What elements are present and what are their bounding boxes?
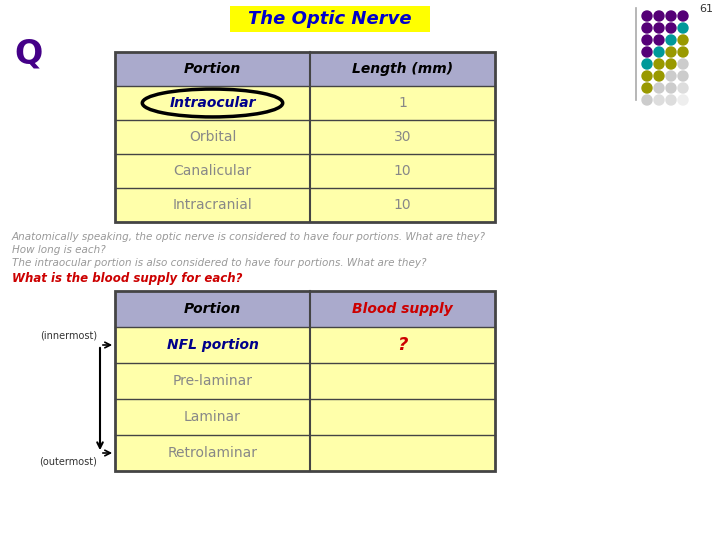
Bar	[115, 52, 495, 86]
Text: Pre-laminar: Pre-laminar	[173, 374, 253, 388]
Circle shape	[678, 95, 688, 105]
Circle shape	[678, 83, 688, 93]
Circle shape	[642, 47, 652, 57]
Bar	[115, 291, 495, 471]
Circle shape	[642, 83, 652, 93]
Circle shape	[654, 35, 664, 45]
Circle shape	[654, 11, 664, 21]
Text: Anatomically speaking, the optic nerve is considered to have four portions. What: Anatomically speaking, the optic nerve i…	[12, 232, 486, 242]
Text: 1: 1	[398, 96, 407, 110]
Circle shape	[666, 23, 676, 33]
Bar	[115, 327, 495, 363]
Circle shape	[666, 71, 676, 81]
Text: How long is each?: How long is each?	[12, 245, 106, 255]
Circle shape	[654, 71, 664, 81]
Circle shape	[666, 47, 676, 57]
Text: 10: 10	[394, 198, 411, 212]
Circle shape	[642, 71, 652, 81]
Circle shape	[666, 95, 676, 105]
Bar	[115, 435, 495, 471]
FancyBboxPatch shape	[230, 6, 430, 32]
Text: 30: 30	[394, 130, 411, 144]
Circle shape	[678, 59, 688, 69]
Text: ?: ?	[397, 336, 408, 354]
Text: Retrolaminar: Retrolaminar	[168, 446, 258, 460]
Text: What is the blood supply for each?: What is the blood supply for each?	[12, 272, 243, 285]
Bar	[115, 154, 495, 188]
Circle shape	[654, 83, 664, 93]
Text: Intracranial: Intracranial	[173, 198, 253, 212]
Text: (innermost): (innermost)	[40, 331, 97, 341]
Text: Portion: Portion	[184, 302, 241, 316]
Bar	[115, 86, 495, 120]
Circle shape	[666, 11, 676, 21]
Circle shape	[654, 23, 664, 33]
Circle shape	[678, 11, 688, 21]
Circle shape	[678, 23, 688, 33]
Circle shape	[642, 23, 652, 33]
Text: Intraocular: Intraocular	[169, 96, 256, 110]
Text: Portion: Portion	[184, 62, 241, 76]
Text: (outermost): (outermost)	[39, 457, 97, 467]
Circle shape	[642, 35, 652, 45]
Bar	[115, 52, 495, 222]
Circle shape	[654, 59, 664, 69]
Circle shape	[666, 59, 676, 69]
Circle shape	[678, 71, 688, 81]
Circle shape	[666, 35, 676, 45]
Bar	[115, 188, 495, 222]
Circle shape	[654, 47, 664, 57]
Text: 61: 61	[699, 4, 713, 14]
Text: Orbital: Orbital	[189, 130, 236, 144]
Circle shape	[678, 47, 688, 57]
Bar	[115, 363, 495, 399]
Text: NFL portion: NFL portion	[166, 338, 258, 352]
Circle shape	[642, 11, 652, 21]
Bar	[115, 120, 495, 154]
Circle shape	[654, 95, 664, 105]
Text: The intraocular portion is also considered to have four portions. What are they?: The intraocular portion is also consider…	[12, 258, 426, 268]
Text: Q: Q	[14, 38, 42, 71]
Text: Canalicular: Canalicular	[174, 164, 251, 178]
Circle shape	[666, 83, 676, 93]
Circle shape	[678, 35, 688, 45]
Circle shape	[642, 95, 652, 105]
Bar	[115, 291, 495, 327]
Text: Laminar: Laminar	[184, 410, 241, 424]
Text: The Optic Nerve: The Optic Nerve	[248, 10, 412, 28]
Text: 10: 10	[394, 164, 411, 178]
Bar	[115, 399, 495, 435]
Circle shape	[642, 59, 652, 69]
Text: Length (mm): Length (mm)	[352, 62, 453, 76]
Text: Blood supply: Blood supply	[352, 302, 453, 316]
